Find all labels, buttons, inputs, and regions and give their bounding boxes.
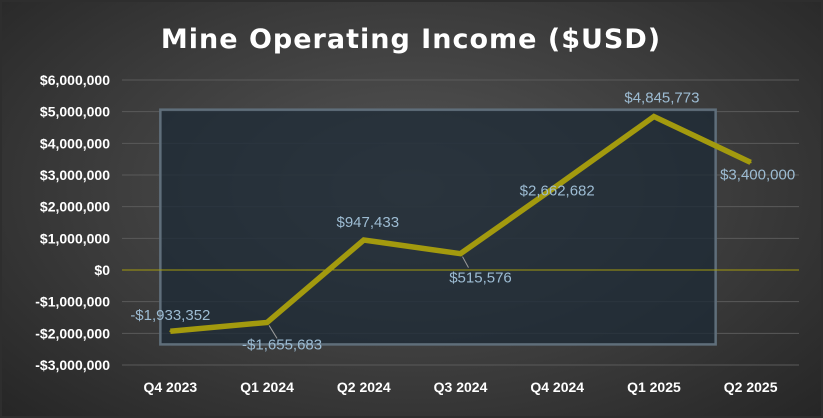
data-point [459, 252, 462, 255]
data-point [749, 161, 752, 164]
x-tick-label: Q1 2024 [240, 379, 294, 395]
y-tick-label: -$1,000,000 [35, 294, 110, 310]
y-tick-label: $3,000,000 [40, 167, 110, 183]
chart-title: Mine Operating Income ($USD) [161, 24, 661, 55]
x-tick-label: Q4 2024 [530, 379, 584, 395]
x-tick-label: Q2 2024 [337, 379, 391, 395]
y-tick-label: -$2,000,000 [35, 325, 110, 341]
y-axis-ticks: $6,000,000 $5,000,000 $4,000,000 $3,000,000… [35, 72, 110, 373]
data-point [652, 115, 655, 118]
data-label: -$1,933,352 [130, 307, 210, 324]
data-point [266, 321, 269, 324]
x-axis-ticks: Q4 2023 Q1 2024 Q2 2024 Q3 2024 Q4 2024 Q1 20… [143, 379, 777, 395]
y-tick-label: $2,000,000 [40, 199, 110, 215]
x-tick-label: Q2 2025 [724, 379, 778, 395]
data-label-leader [268, 325, 278, 339]
y-tick-label: $0 [94, 262, 110, 278]
x-tick-label: Q1 2025 [627, 379, 681, 395]
data-label: $515,576 [449, 270, 512, 287]
y-tick-label: $4,000,000 [40, 135, 110, 151]
series-income [169, 113, 752, 334]
data-point [362, 238, 365, 241]
data-label: $3,400,000 [720, 166, 795, 183]
data-label: $947,433 [336, 214, 399, 231]
y-tick-label: -$3,000,000 [35, 357, 110, 373]
x-tick-label: Q4 2023 [143, 379, 197, 395]
y-tick-label: $5,000,000 [40, 104, 110, 120]
y-tick-label: $1,000,000 [40, 230, 110, 246]
highlight-box [159, 108, 717, 346]
y-tick-label: $6,000,000 [40, 72, 110, 88]
data-label: $2,662,682 [520, 183, 595, 200]
data-point [169, 330, 172, 333]
data-label: $4,845,773 [624, 90, 699, 107]
data-point [556, 184, 559, 187]
x-tick-label: Q3 2024 [434, 379, 488, 395]
data-label: -$1,655,683 [242, 336, 322, 353]
data-label-leader [462, 256, 469, 268]
data-labels: -$1,933,352 -$1,655,683 $947,433 $515,576 $2… [130, 90, 795, 354]
